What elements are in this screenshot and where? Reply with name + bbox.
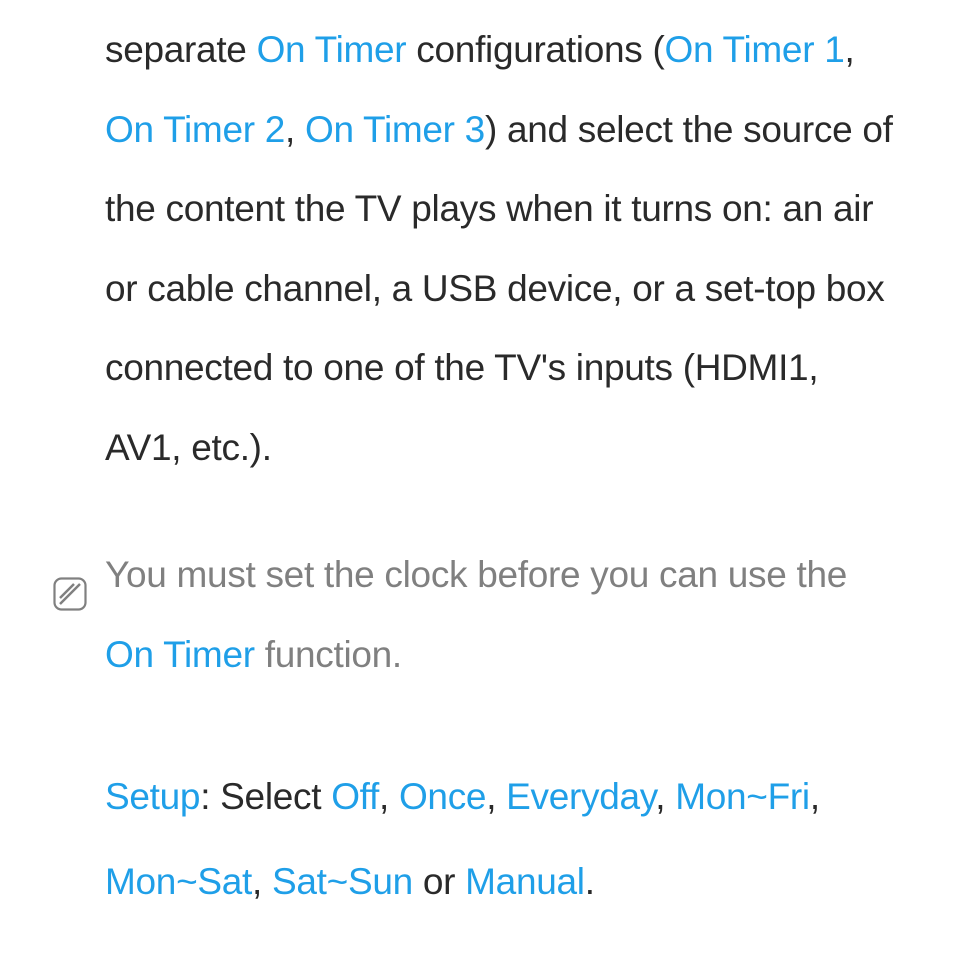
text-segment: separate [105, 29, 257, 70]
text-segment: . [585, 861, 595, 902]
text-segment: function. [255, 634, 402, 675]
setup-label: Setup [105, 776, 200, 817]
link-on-timer-3: On Timer 3 [305, 109, 485, 150]
note-icon [53, 559, 87, 593]
option-manual: Manual [465, 861, 585, 902]
paragraph-setup: Setup: Select Off, Once, Everyday, Mon~F… [105, 754, 894, 924]
text-segment: , [810, 776, 820, 817]
text-segment: , [844, 29, 854, 70]
link-on-timer-note: On Timer [105, 634, 255, 675]
option-once: Once [399, 776, 486, 817]
text-segment: , [252, 861, 272, 902]
text-segment: , [379, 776, 399, 817]
text-segment: , [285, 109, 305, 150]
link-on-timer: On Timer [257, 29, 407, 70]
text-segment: , [655, 776, 675, 817]
option-mon-sat: Mon~Sat [105, 861, 252, 902]
text-segment: : Select [200, 776, 331, 817]
text-segment: ) and select the source of the content t… [105, 109, 893, 468]
text-segment: or [413, 861, 465, 902]
text-segment: , [486, 776, 506, 817]
text-segment: configurations ( [406, 29, 664, 70]
option-mon-fri: Mon~Fri [675, 776, 810, 817]
note-text: You must set the clock before you can us… [105, 535, 894, 694]
link-on-timer-1: On Timer 1 [664, 29, 844, 70]
paragraph-on-timer-description: separate On Timer configurations (On Tim… [105, 10, 894, 487]
link-on-timer-2: On Timer 2 [105, 109, 285, 150]
option-sat-sun: Sat~Sun [272, 861, 413, 902]
note-block: You must set the clock before you can us… [105, 535, 894, 694]
text-segment: You must set the clock before you can us… [105, 554, 847, 595]
option-off: Off [331, 776, 379, 817]
option-everyday: Everyday [506, 776, 655, 817]
